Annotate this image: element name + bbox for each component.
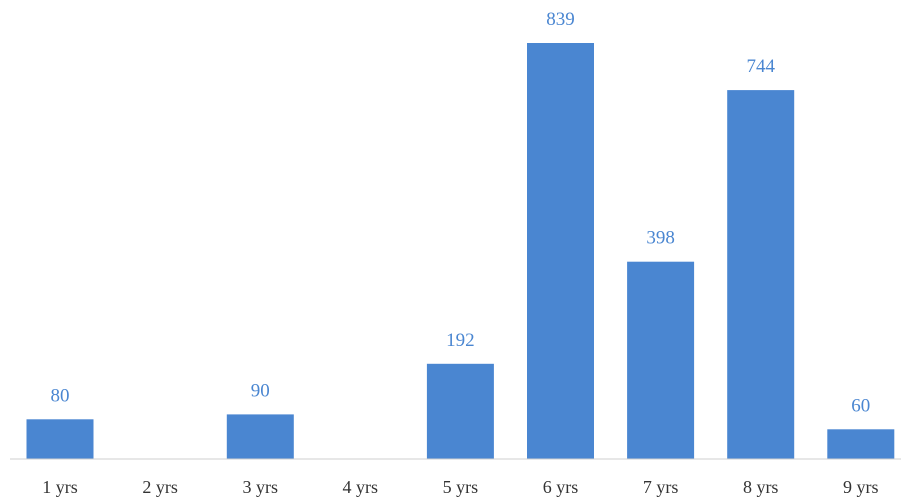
- data-label-5-yrs: 192: [446, 330, 475, 351]
- bar-5-yrs: [426, 363, 494, 459]
- bar-8-yrs: [727, 90, 795, 459]
- data-label-6-yrs: 839: [546, 9, 575, 30]
- bars-layer: [26, 43, 895, 459]
- x-tick-label-2-yrs: 2 yrs: [142, 477, 178, 497]
- bar-3-yrs: [226, 414, 294, 459]
- x-tick-label-7-yrs: 7 yrs: [643, 477, 679, 497]
- bar-7-yrs: [627, 261, 695, 459]
- data-label-7-yrs: 398: [646, 228, 675, 249]
- x-tick-label-9-yrs: 9 yrs: [843, 477, 879, 497]
- bar-6-yrs: [527, 43, 594, 459]
- x-tick-label-1-yrs: 1 yrs: [42, 477, 78, 497]
- x-tick-labels-layer: 1 yrs 2 yrs 3 yrs 4 yrs 5 yrs 6 yrs 7 yrs 8 yrs…: [42, 477, 878, 497]
- value-labels-layer: 80 90 192 839 398 744 60: [51, 9, 871, 416]
- bar-9-yrs: [827, 429, 895, 459]
- data-label-3-yrs: 90: [251, 380, 270, 401]
- data-label-9-yrs: 60: [851, 395, 870, 416]
- data-label-1-yrs: 80: [51, 385, 70, 406]
- x-tick-label-5-yrs: 5 yrs: [443, 477, 479, 497]
- x-tick-label-6-yrs: 6 yrs: [543, 477, 579, 497]
- bar-1-yrs: [26, 419, 94, 459]
- data-label-8-yrs: 744: [746, 56, 775, 77]
- x-tick-label-4-yrs: 4 yrs: [343, 477, 379, 497]
- x-tick-label-3-yrs: 3 yrs: [243, 477, 279, 497]
- x-tick-label-8-yrs: 8 yrs: [743, 477, 779, 497]
